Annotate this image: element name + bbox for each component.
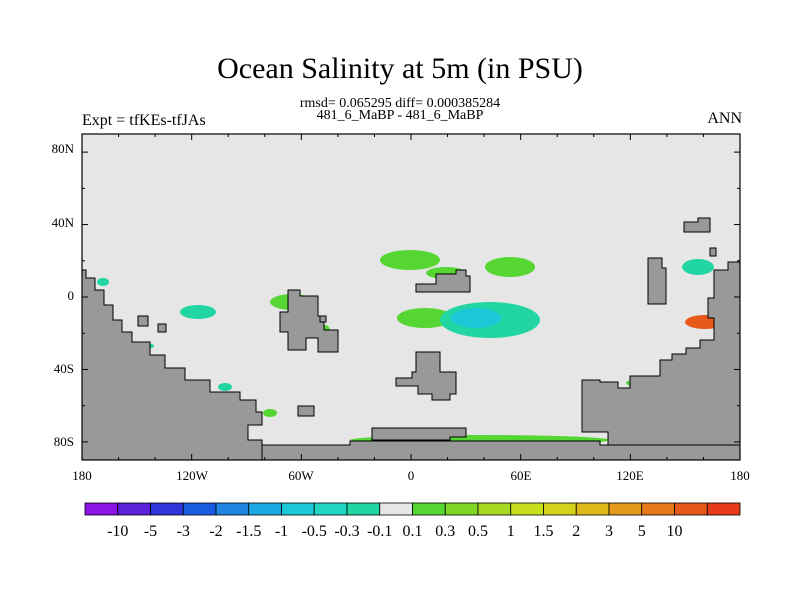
colorbar-label: -2 xyxy=(209,523,222,540)
anomaly-region xyxy=(380,250,440,270)
colorbar-swatch xyxy=(444,502,479,516)
anomaly-region xyxy=(682,259,714,275)
colorbar-swatch xyxy=(248,502,282,516)
colorbar-swatch xyxy=(477,502,512,516)
anomaly-region xyxy=(397,308,453,328)
anomaly-region xyxy=(263,409,277,417)
colorbar-label: 1.5 xyxy=(534,523,554,540)
season-label: ANN xyxy=(707,110,742,127)
colorbar-swatch xyxy=(674,502,708,516)
colorbar-label: -1.5 xyxy=(236,523,261,540)
lat-label: 80N xyxy=(52,141,75,156)
colorbar-swatch xyxy=(150,502,184,516)
land-mass xyxy=(297,405,315,417)
colorbar-label: -10 xyxy=(107,523,128,540)
colorbar-swatch xyxy=(510,502,544,516)
land-mass xyxy=(371,427,467,441)
land-mass xyxy=(279,289,339,353)
colorbar-label: -0.3 xyxy=(334,523,359,540)
colorbar-label: 1 xyxy=(507,523,515,540)
colorbar-label: 0.1 xyxy=(403,523,423,540)
colorbar-swatch xyxy=(182,502,217,516)
lon-label: 60W xyxy=(288,468,314,483)
lon-label: 60E xyxy=(511,468,532,483)
colorbar-swatch xyxy=(215,502,250,516)
colorbar-labels: -10 -5 -3 -2 -1.5 -1 -0.5 -0.3 -0.1 0.1 0.3 0.5 1 1.5… xyxy=(107,523,682,540)
colorbar-label: 10 xyxy=(667,523,683,540)
colorbar-swatch xyxy=(346,502,381,516)
lon-label: 180 xyxy=(72,468,92,483)
colorbar-swatch xyxy=(543,502,577,516)
anomaly-region xyxy=(218,383,232,391)
land-layer xyxy=(81,217,741,461)
tick-marks xyxy=(81,134,741,460)
colorbar-label: 0.5 xyxy=(468,523,488,540)
anomaly-region xyxy=(451,308,501,328)
colorbar-swatch xyxy=(84,502,119,516)
colorbar-swatch xyxy=(281,502,315,516)
lat-label: 40S xyxy=(54,361,74,376)
land-mass xyxy=(81,269,263,461)
land-mass xyxy=(395,351,457,401)
colorbar-swatch xyxy=(379,502,413,516)
land-mass xyxy=(319,315,327,323)
anomaly-region xyxy=(180,305,216,319)
colorbar-swatch xyxy=(706,502,741,516)
experiment-subtitle: 481_6_MaBP - 481_6_MaBP xyxy=(316,108,484,123)
lat-label: 40N xyxy=(52,215,75,230)
colorbar-label: -3 xyxy=(177,523,190,540)
colorbar-label: 2 xyxy=(572,523,580,540)
land-mass xyxy=(137,315,149,327)
rmsd-subtitle: rmsd= 0.065295 diff= 0.000385284 xyxy=(299,96,501,111)
colorbar-label: -1 xyxy=(275,523,288,540)
lat-label: 80S xyxy=(54,434,74,449)
land-mass xyxy=(415,269,471,293)
colorbar-label: -0.5 xyxy=(302,523,327,540)
colorbar-label: 0.3 xyxy=(435,523,455,540)
colorbar-label: -5 xyxy=(144,523,157,540)
lat-label: 0 xyxy=(68,288,75,303)
lon-label: 180 xyxy=(730,468,750,483)
experiment-label: Expt = tfKEs-tfJAs xyxy=(82,112,206,129)
land-mass xyxy=(709,247,717,257)
colorbar-swatch xyxy=(412,502,446,516)
land-mass xyxy=(647,257,667,305)
colorbar-label: 5 xyxy=(638,523,646,540)
colorbar-label: -0.1 xyxy=(367,523,392,540)
colorbar-swatch xyxy=(575,502,610,516)
colorbar-swatch xyxy=(313,502,348,516)
anomaly-region xyxy=(97,278,109,286)
land-mass xyxy=(157,323,167,333)
lon-label: 120W xyxy=(176,468,209,483)
lon-label: 0 xyxy=(408,468,415,483)
colorbar xyxy=(84,502,741,516)
lon-label: 120E xyxy=(616,468,644,483)
anomaly-region xyxy=(485,257,535,277)
land-mass xyxy=(683,217,711,233)
land-mass xyxy=(581,261,741,446)
colorbar-swatch xyxy=(641,502,675,516)
page-title: Ocean Salinity at 5m (in PSU) xyxy=(217,52,583,85)
colorbar-swatch xyxy=(608,502,643,516)
colorbar-swatch xyxy=(117,502,151,516)
colorbar-label: 3 xyxy=(605,523,613,540)
